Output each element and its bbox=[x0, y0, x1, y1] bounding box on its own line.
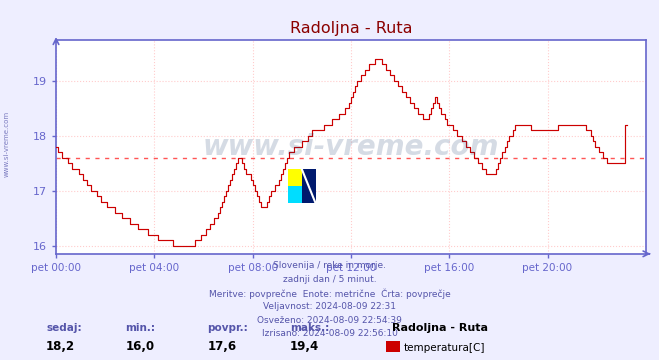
Text: Izrisano: 2024-08-09 22:56:10: Izrisano: 2024-08-09 22:56:10 bbox=[262, 329, 397, 338]
Text: zadnji dan / 5 minut.: zadnji dan / 5 minut. bbox=[283, 275, 376, 284]
Text: Slovenija / reke in morje.: Slovenija / reke in morje. bbox=[273, 261, 386, 270]
Text: Radoljna - Ruta: Radoljna - Ruta bbox=[392, 323, 488, 333]
Text: 18,2: 18,2 bbox=[46, 340, 75, 353]
Polygon shape bbox=[302, 169, 316, 203]
Text: povpr.:: povpr.: bbox=[208, 323, 248, 333]
Text: Meritve: povprečne  Enote: metrične  Črta: povprečje: Meritve: povprečne Enote: metrične Črta:… bbox=[209, 288, 450, 299]
Text: www.si-vreme.com: www.si-vreme.com bbox=[203, 133, 499, 161]
Text: Veljavnost: 2024-08-09 22:31: Veljavnost: 2024-08-09 22:31 bbox=[263, 302, 396, 311]
Text: 16,0: 16,0 bbox=[125, 340, 154, 353]
Bar bbox=[288, 169, 302, 186]
Text: sedaj:: sedaj: bbox=[46, 323, 82, 333]
Title: Radoljna - Ruta: Radoljna - Ruta bbox=[290, 21, 412, 36]
Text: maks.:: maks.: bbox=[290, 323, 330, 333]
Bar bbox=[288, 186, 302, 203]
Text: 17,6: 17,6 bbox=[208, 340, 237, 353]
Text: Osveženo: 2024-08-09 22:54:39: Osveženo: 2024-08-09 22:54:39 bbox=[257, 316, 402, 325]
Text: www.si-vreme.com: www.si-vreme.com bbox=[3, 111, 10, 177]
Text: temperatura[C]: temperatura[C] bbox=[404, 343, 486, 353]
Text: 19,4: 19,4 bbox=[290, 340, 319, 353]
Text: min.:: min.: bbox=[125, 323, 156, 333]
